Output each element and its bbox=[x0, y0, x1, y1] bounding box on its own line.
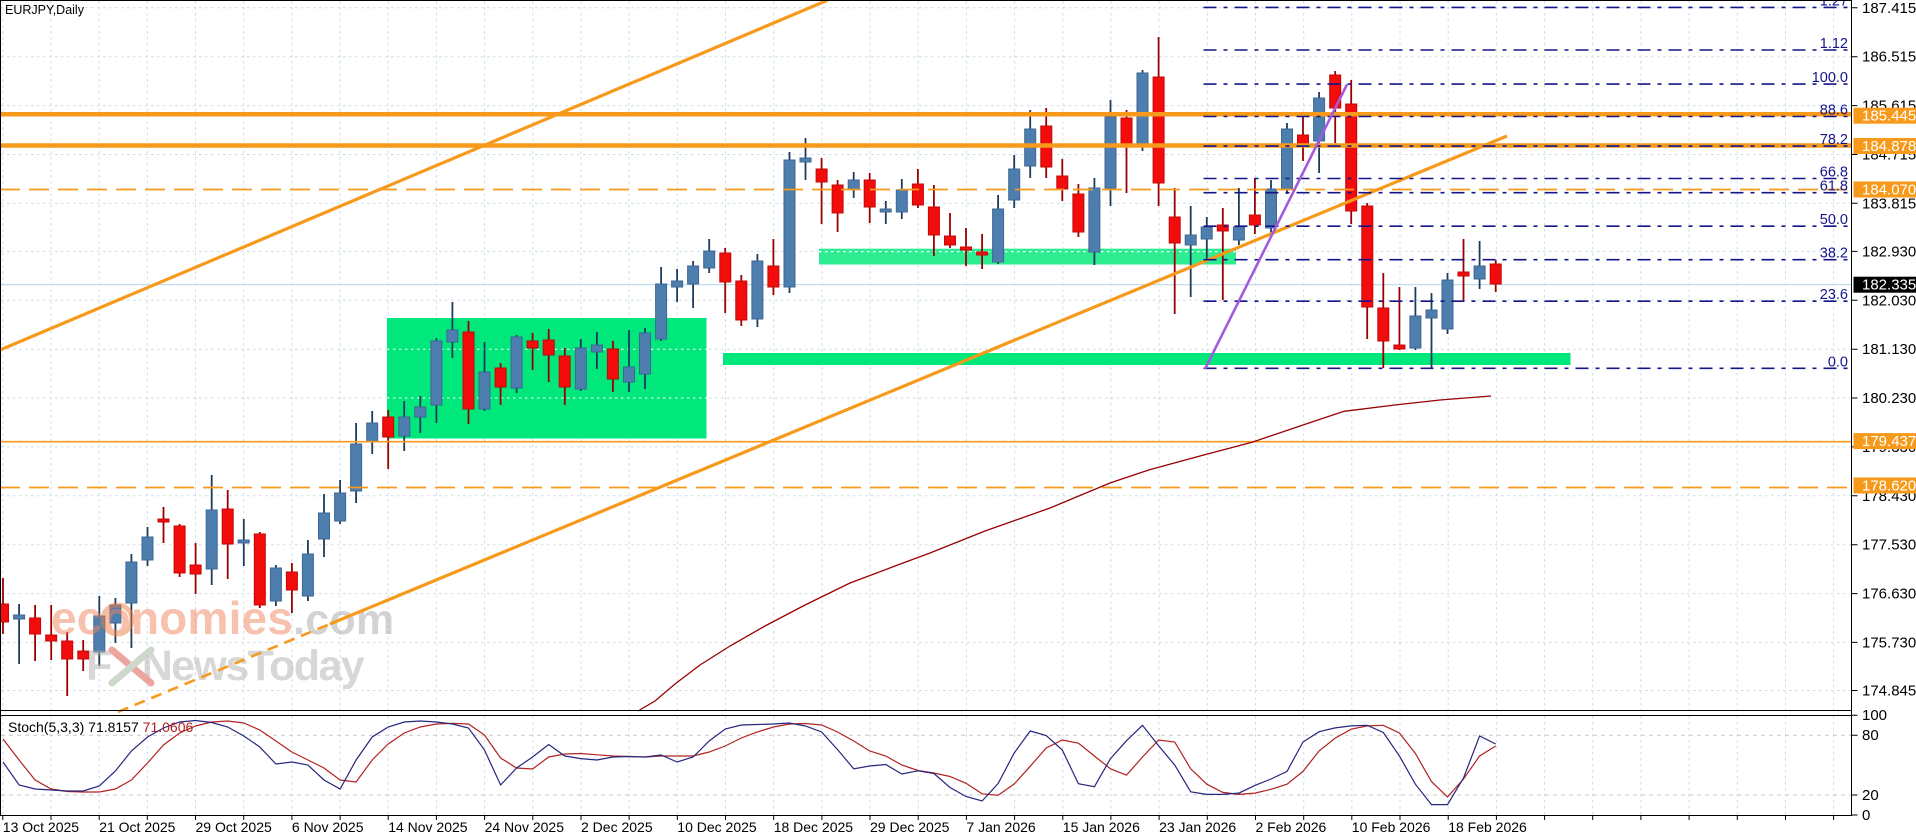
svg-text:78.2: 78.2 bbox=[1820, 132, 1848, 148]
svg-text:Stoch(5,3,3) 71.8157 71.0606: Stoch(5,3,3) 71.8157 71.0606 bbox=[8, 719, 193, 735]
svg-text:186.515: 186.515 bbox=[1862, 49, 1916, 66]
svg-text:10 Dec 2025: 10 Dec 2025 bbox=[677, 819, 757, 835]
svg-text:177.530: 177.530 bbox=[1862, 537, 1916, 554]
svg-text:184.070: 184.070 bbox=[1862, 182, 1916, 199]
svg-text:2 Feb 2026: 2 Feb 2026 bbox=[1256, 819, 1327, 835]
svg-text:0: 0 bbox=[1862, 807, 1870, 824]
svg-text:174.845: 174.845 bbox=[1862, 683, 1916, 700]
svg-text:29 Oct 2025: 29 Oct 2025 bbox=[196, 819, 272, 835]
svg-text:29 Dec 2025: 29 Dec 2025 bbox=[870, 819, 950, 835]
svg-text:38.2: 38.2 bbox=[1820, 246, 1848, 262]
svg-text:100: 100 bbox=[1862, 707, 1887, 724]
svg-text:23.6: 23.6 bbox=[1820, 287, 1848, 303]
svg-text:6 Nov 2025: 6 Nov 2025 bbox=[292, 819, 364, 835]
svg-text:50.0: 50.0 bbox=[1820, 212, 1848, 228]
svg-text:176.630: 176.630 bbox=[1862, 586, 1916, 603]
svg-text:7 Jan 2026: 7 Jan 2026 bbox=[966, 819, 1035, 835]
svg-text:183.815: 183.815 bbox=[1862, 195, 1916, 212]
svg-text:1.27: 1.27 bbox=[1820, 0, 1848, 9]
svg-text:10 Feb 2026: 10 Feb 2026 bbox=[1352, 819, 1431, 835]
svg-text:175.730: 175.730 bbox=[1862, 634, 1916, 651]
svg-text:61.8: 61.8 bbox=[1820, 179, 1848, 195]
svg-text:182.030: 182.030 bbox=[1862, 292, 1916, 309]
svg-text:181.130: 181.130 bbox=[1862, 341, 1916, 358]
svg-text:0.0: 0.0 bbox=[1828, 354, 1848, 370]
svg-text:88.6: 88.6 bbox=[1820, 103, 1848, 119]
svg-text:2 Dec 2025: 2 Dec 2025 bbox=[581, 819, 653, 835]
svg-text:178.620: 178.620 bbox=[1862, 478, 1916, 495]
svg-text:13 Oct 2025: 13 Oct 2025 bbox=[3, 819, 79, 835]
svg-text:66.8: 66.8 bbox=[1820, 165, 1848, 181]
svg-text:182.930: 182.930 bbox=[1862, 243, 1916, 260]
svg-text:184.878: 184.878 bbox=[1862, 138, 1916, 155]
svg-text:80: 80 bbox=[1862, 727, 1879, 744]
svg-text:185.445: 185.445 bbox=[1862, 108, 1916, 125]
svg-text:21 Oct 2025: 21 Oct 2025 bbox=[99, 819, 175, 835]
svg-text:18 Dec 2025: 18 Dec 2025 bbox=[774, 819, 854, 835]
svg-text:18 Feb 2026: 18 Feb 2026 bbox=[1448, 819, 1527, 835]
svg-text:182.335: 182.335 bbox=[1862, 277, 1916, 294]
svg-text:15 Jan 2026: 15 Jan 2026 bbox=[1063, 819, 1140, 835]
svg-text:20: 20 bbox=[1862, 787, 1879, 804]
svg-text:180.230: 180.230 bbox=[1862, 390, 1916, 407]
svg-text:187.415: 187.415 bbox=[1862, 0, 1916, 17]
svg-text:100.0: 100.0 bbox=[1812, 70, 1848, 86]
svg-text:23 Jan 2026: 23 Jan 2026 bbox=[1159, 819, 1236, 835]
svg-text:179.437: 179.437 bbox=[1862, 433, 1916, 450]
svg-text:1.12: 1.12 bbox=[1820, 36, 1848, 52]
svg-text:14 Nov 2025: 14 Nov 2025 bbox=[388, 819, 468, 835]
svg-text:24 Nov 2025: 24 Nov 2025 bbox=[485, 819, 565, 835]
svg-text:EURJPY,Daily: EURJPY,Daily bbox=[5, 3, 85, 17]
